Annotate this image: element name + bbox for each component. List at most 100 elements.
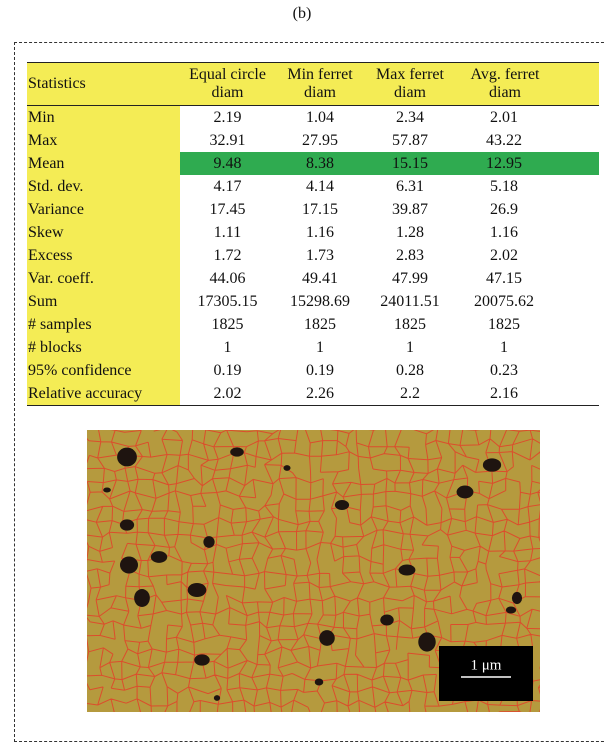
value-cell: 5.18 (490, 177, 518, 195)
value-cell: 2.02 (490, 246, 518, 264)
pore (319, 630, 335, 646)
value-cell: 15298.69 (290, 292, 350, 310)
value-cell: 1825 (488, 315, 520, 333)
pore (314, 678, 324, 686)
table-body: Min 2.19 1.04 2.34 2.01 Max 32.91 27.95 57.87 43.… (27, 105, 599, 406)
value-cell: 1.16 (490, 223, 518, 241)
row-label: # samples (27, 313, 180, 336)
value-cell: 2.2 (365, 382, 455, 406)
header-cell: Equal circle diam (180, 62, 275, 106)
page: {"figure_label": "(b)", "table": { "head… (14, 5, 604, 742)
pore (203, 536, 215, 548)
table-row: Skew 1.11 1.16 1.28 1.16 (27, 221, 599, 244)
value-cell: 0.23 (490, 361, 518, 379)
value-cell: 12.95 (455, 152, 599, 175)
header-cell: Min ferret diam (275, 62, 365, 106)
value-cell: 47.99 (392, 269, 428, 287)
row-label: Variance (27, 198, 180, 221)
pore (103, 487, 111, 493)
scale-bar-label: 1 μm (471, 657, 502, 673)
header-cell: Avg. ferret diam (455, 62, 599, 106)
value-cell: 1 (223, 338, 232, 356)
value-cell: 8.38 (275, 152, 365, 175)
header-cell: Statistics (27, 62, 180, 106)
value-cell: 17.15 (302, 200, 338, 218)
value-cell: 1.11 (213, 223, 242, 241)
pore (418, 632, 436, 652)
pore (456, 485, 474, 499)
table-row: # blocks 1 1 1 1 (27, 336, 599, 359)
table-row: Sum 17305.15 15298.69 24011.51 20075.62 (27, 290, 599, 313)
value-cell: 1825 (211, 315, 244, 333)
statistics-table: Statistics Equal circle diam Min ferret di… (27, 62, 599, 406)
value-cell: 6.31 (396, 177, 424, 195)
pore (119, 556, 139, 574)
row-label: Max (27, 129, 180, 152)
scale-bar-box (439, 646, 533, 701)
figure-label: (b) (292, 5, 312, 22)
row-label: Var. coeff. (27, 267, 180, 290)
value-cell: 44.06 (209, 269, 246, 287)
value-cell: 43.22 (486, 131, 522, 149)
value-cell: 26.9 (490, 200, 518, 218)
value-cell: 17305.15 (197, 292, 258, 310)
table-row: Var. coeff. 44.06 49.41 47.99 47.15 (27, 267, 599, 290)
value-cell: 0.19 (306, 361, 334, 379)
value-cell: 2.34 (396, 108, 424, 126)
table-row: 95% confidence 0.19 0.19 0.28 0.23 (27, 359, 599, 382)
value-cell: 1825 (394, 315, 426, 333)
value-cell: 1 (316, 338, 324, 356)
value-cell: 57.87 (392, 131, 428, 149)
value-cell: 2.02 (180, 382, 275, 406)
row-label: Std. dev. (27, 175, 180, 198)
value-cell: 1.72 (213, 246, 242, 264)
value-cell: 1825 (304, 315, 336, 333)
value-cell: 2.26 (275, 382, 365, 406)
pore (194, 654, 210, 666)
row-label: Relative accuracy (27, 382, 180, 406)
value-cell: 32.91 (209, 131, 246, 149)
value-cell: 24011.51 (380, 292, 440, 310)
pore (187, 582, 207, 598)
row-label: Sum (27, 290, 180, 313)
pore (230, 447, 244, 457)
pore (380, 614, 394, 626)
table-row: Std. dev. 4.17 4.14 6.31 5.18 (27, 175, 599, 198)
value-cell: 47.15 (486, 269, 522, 287)
pore (511, 591, 523, 605)
row-label: 95% confidence (27, 359, 180, 382)
value-cell: 2.83 (396, 246, 424, 264)
pore (398, 564, 416, 576)
value-cell: 1 (406, 338, 414, 356)
value-cell: 4.14 (306, 177, 334, 195)
value-cell: 0.28 (396, 361, 424, 379)
header-cell: Max ferret diam (365, 62, 455, 106)
pore (505, 606, 517, 614)
row-label: # blocks (27, 336, 180, 359)
micrograph: 1 μm (87, 430, 540, 712)
value-cell: 1.04 (306, 108, 334, 126)
pore (134, 589, 150, 607)
table-row: Min 2.19 1.04 2.34 2.01 (27, 105, 599, 129)
row-label: Mean (27, 152, 180, 175)
value-cell: 17.45 (209, 200, 246, 218)
pore (119, 519, 135, 531)
value-cell: 39.87 (392, 200, 428, 218)
pore (283, 465, 291, 471)
value-cell: 27.95 (302, 131, 338, 149)
table-row: Max 32.91 27.95 57.87 43.22 (27, 129, 599, 152)
table-row: Excess 1.72 1.73 2.83 2.02 (27, 244, 599, 267)
value-cell: 9.48 (180, 152, 275, 175)
value-cell: 0.19 (213, 361, 242, 379)
row-label: Excess (27, 244, 180, 267)
value-cell: 49.41 (302, 269, 338, 287)
row-label: Min (27, 105, 180, 129)
value-cell: 4.17 (213, 177, 242, 195)
value-cell: 2.16 (455, 382, 599, 406)
table-row: Mean 9.48 8.38 15.15 12.95 (27, 152, 599, 175)
table-row: Variance 17.45 17.15 39.87 26.9 (27, 198, 599, 221)
value-cell: 1.73 (306, 246, 334, 264)
value-cell: 2.19 (213, 108, 242, 126)
header-row: Statistics Equal circle diam Min ferret di… (27, 62, 599, 106)
table-row: # samples 1825 1825 1825 1825 (27, 313, 599, 336)
